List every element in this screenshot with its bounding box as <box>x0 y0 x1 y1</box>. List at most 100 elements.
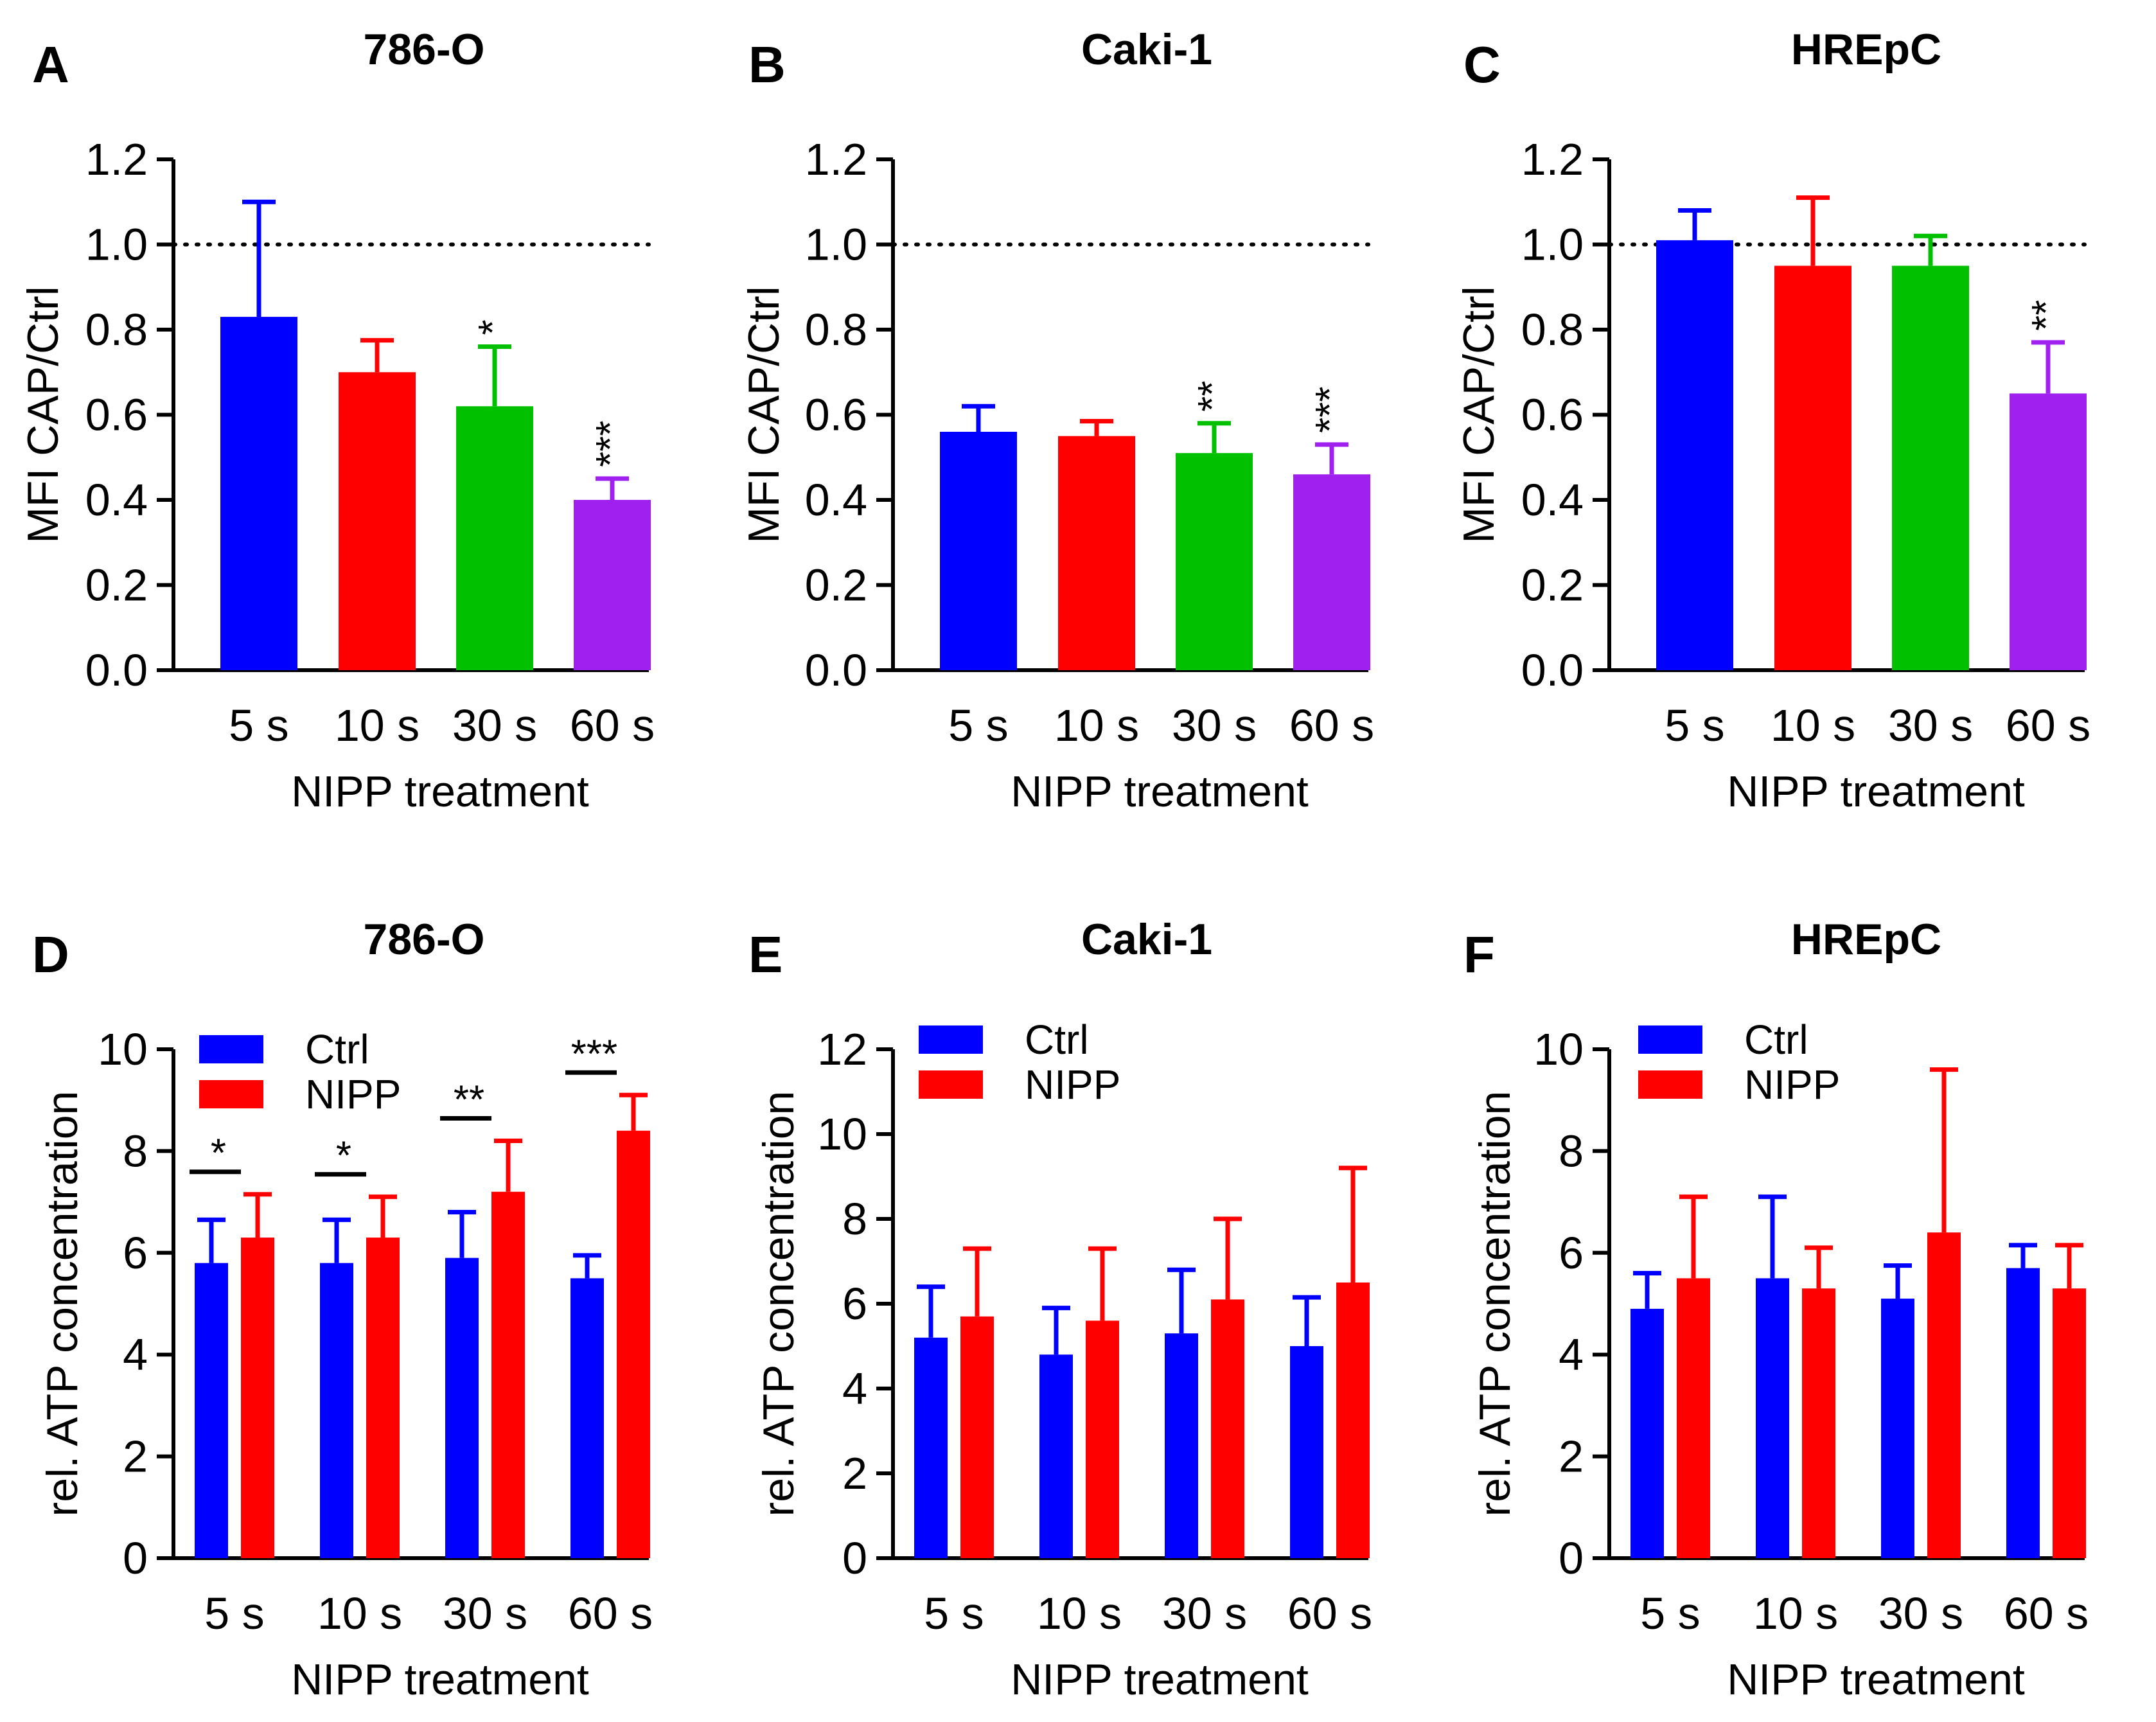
y-tick-label: 8 <box>1559 1126 1584 1176</box>
x-tick-label: 30 s <box>1172 700 1257 750</box>
bar <box>1290 1346 1323 1558</box>
y-tick-label: 0.8 <box>805 305 867 355</box>
y-tick-label: 0.2 <box>1521 560 1584 610</box>
significance-label: * <box>211 1132 226 1176</box>
x-tick-label: 5 s <box>229 700 288 750</box>
bar <box>914 1337 948 1558</box>
bar <box>1086 1320 1119 1558</box>
x-tick-label: 30 s <box>443 1588 527 1638</box>
significance-label: ** <box>1190 380 1235 411</box>
bar <box>574 500 651 670</box>
y-tick-label: 8 <box>123 1126 148 1176</box>
x-tick-label: 60 s <box>1289 700 1374 750</box>
bar <box>320 1263 353 1558</box>
significance-label: * <box>471 319 515 335</box>
panel-title: 786-O <box>364 915 485 964</box>
panel-label: D <box>32 926 69 983</box>
legend-swatch <box>199 1035 263 1063</box>
significance-label: *** <box>571 1032 617 1076</box>
bar <box>1927 1232 1961 1558</box>
y-tick-label: 0.8 <box>1521 305 1584 355</box>
x-tick-label: 60 s <box>2006 700 2090 750</box>
y-tick-label: 0.6 <box>1521 390 1584 440</box>
y-tick-label: 0.8 <box>85 305 148 355</box>
x-tick-label: 30 s <box>452 700 537 750</box>
panel-label: F <box>1463 926 1495 983</box>
y-tick-label: 10 <box>1533 1024 1584 1074</box>
y-tick-label: 10 <box>817 1109 867 1159</box>
y-tick-label: 8 <box>842 1194 867 1244</box>
bar <box>1336 1283 1370 1558</box>
y-tick-label: 6 <box>123 1228 148 1278</box>
bar <box>940 432 1017 670</box>
y-tick-label: 2 <box>842 1448 867 1498</box>
legend-swatch <box>199 1080 263 1108</box>
x-tick-label: 60 s <box>568 1588 653 1638</box>
panel-c: C HREpC 0.0 0.2 0.4 0.6 0.8 1.0 1.2 MFI CAP/Ctrl N… <box>1454 25 2090 816</box>
legend-swatch <box>919 1070 983 1099</box>
bar <box>2053 1288 2086 1558</box>
y-tick-label: 6 <box>842 1279 867 1329</box>
significance-label: ** <box>454 1078 484 1123</box>
y-tick-label: 0.6 <box>85 390 148 440</box>
x-tick-label: 10 s <box>1037 1588 1122 1638</box>
y-tick-label: 0.4 <box>1521 475 1584 525</box>
x-tick-label: 10 s <box>335 700 420 750</box>
y-tick-label: 0.0 <box>85 645 148 695</box>
y-tick-label: 12 <box>817 1024 867 1074</box>
x-tick-label: 60 s <box>570 700 655 750</box>
bar <box>1630 1308 1664 1558</box>
y-tick-label: 6 <box>1559 1228 1584 1278</box>
y-tick-label: 4 <box>123 1329 148 1380</box>
y-tick-label: 0.4 <box>85 475 148 525</box>
legend-label: NIPP <box>1744 1061 1840 1108</box>
x-tick-label: 5 s <box>924 1588 984 1638</box>
panel-title: HREpC <box>1791 25 1941 74</box>
x-tick-label: 30 s <box>1162 1588 1247 1638</box>
bar <box>1165 1333 1198 1558</box>
x-axis-label: NIPP treatment <box>291 767 589 816</box>
panel-label: B <box>748 36 786 93</box>
panel-title: Caki-1 <box>1081 25 1212 74</box>
x-tick-label: 10 s <box>1054 700 1139 750</box>
bar <box>339 372 416 670</box>
y-axis-label: rel. ATP concentration <box>1471 1091 1519 1517</box>
bar <box>1039 1354 1073 1558</box>
bar <box>1058 436 1135 670</box>
bar <box>1293 474 1370 670</box>
significance-label: *** <box>588 420 633 466</box>
legend-label: NIPP <box>305 1071 401 1117</box>
y-axis-label: MFI CAP/Ctrl <box>739 286 788 543</box>
y-tick-label: 0.2 <box>805 560 867 610</box>
x-axis-label: NIPP treatment <box>1727 767 2025 816</box>
legend-label: Ctrl <box>1025 1016 1089 1063</box>
y-tick-label: 0 <box>842 1533 867 1583</box>
bar <box>960 1316 994 1558</box>
x-tick-label: 30 s <box>1878 1588 1963 1638</box>
legend-label: Ctrl <box>1744 1016 1808 1063</box>
bar <box>2010 393 2087 670</box>
x-tick-label: 5 s <box>1665 700 1724 750</box>
y-tick-label: 2 <box>1559 1432 1584 1482</box>
bar <box>366 1238 400 1558</box>
x-tick-label: 5 s <box>948 700 1008 750</box>
legend-label: Ctrl <box>305 1026 369 1072</box>
bar <box>456 406 533 670</box>
x-axis-label: NIPP treatment <box>291 1655 589 1704</box>
legend-swatch <box>1638 1070 1702 1099</box>
y-tick-label: 0.2 <box>85 560 148 610</box>
y-tick-label: 0.0 <box>1521 645 1584 695</box>
panel-a: A 786-O 0.0 0.2 0.4 0.6 0.8 1.0 1.2 MFI CAP/Ctrl N… <box>19 25 655 816</box>
y-axis-label: rel. ATP concentration <box>754 1091 803 1517</box>
panel-e: E Caki-1 0 2 4 6 8 10 12 rel. ATP concentration NI… <box>748 915 1372 1704</box>
panel-title: Caki-1 <box>1081 915 1212 964</box>
x-tick-label: 5 s <box>1640 1588 1700 1638</box>
y-tick-label: 0 <box>123 1533 148 1583</box>
bar <box>1881 1299 1914 1558</box>
legend-label: NIPP <box>1025 1061 1120 1108</box>
legend-swatch <box>919 1025 983 1054</box>
bar <box>241 1238 274 1558</box>
bar <box>2006 1268 2040 1558</box>
bar <box>1211 1299 1244 1558</box>
